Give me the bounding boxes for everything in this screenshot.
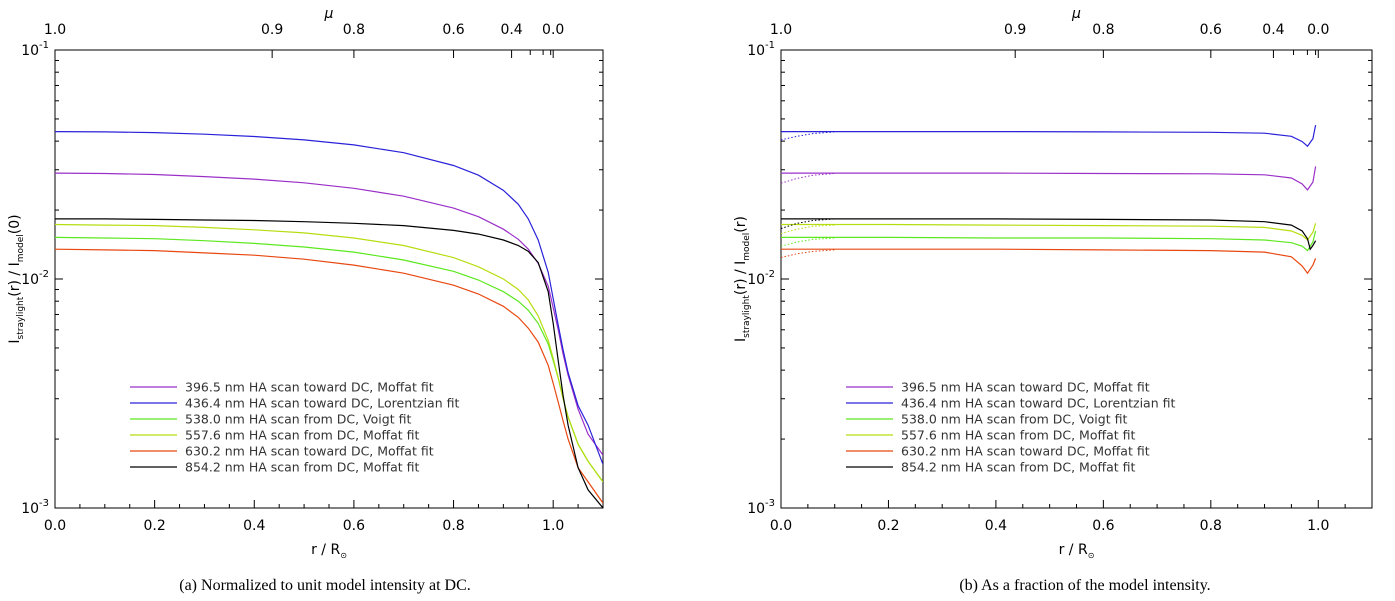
series-dotted-line [781,224,835,234]
x-tick-label: 0.4 [243,518,265,534]
x-tick-label: 1.0 [1307,518,1329,534]
figure-caption: (b) As a fraction of the model intensity… [959,577,1210,594]
legend-label: 396.5 nm HA scan toward DC, Moffat fit [185,380,434,395]
mu-tick-label: 0.9 [261,22,283,38]
y-tick-label: 10-3 [21,498,49,517]
mu-tick-label: 0.6 [442,22,464,38]
mu-axis-label: μ [1071,6,1081,22]
y-axis-title-ylabel_mid: (r) / I [733,261,749,295]
x-tick-label: 0.4 [985,518,1007,534]
y-tick-base: 10 [747,272,765,288]
series-line [55,131,603,465]
x-tick-label: 0.0 [770,518,792,534]
mu-tick-label: 0.9 [1004,22,1026,38]
y-tick-label: 10-2 [747,269,775,288]
mu-axis-label: μ [324,6,334,22]
mu-tick-label: 0.8 [1092,22,1114,38]
chart-panel-a: 0.0 0.2 0.4 0.6 0.8 1.01.0 0.9 0.8 0.6 0.4 0.0μ10-… [7,6,604,594]
series-line [55,218,603,508]
legend-label: 538.0 nm HA scan from DC, Voigt fit [185,412,411,427]
legend-label: 396.5 nm HA scan toward DC, Moffat fit [901,380,1150,395]
x-tick-label: 0.8 [1200,518,1222,534]
x-axis-title: r / R⊙ [311,542,347,560]
mu-tick-label: 0.0 [542,22,564,38]
y-tick-exp: -1 [39,40,49,51]
series-line [781,124,1317,148]
y-axis-title-ylabel_main: I [733,338,749,342]
x-axis-title-sub: ⊙ [1088,551,1095,560]
x-axis-title-sub: ⊙ [340,551,347,560]
x-axis-title: r / R⊙ [1059,542,1095,560]
plot-area [55,131,603,508]
y-axis-title-ylabel_sub2: model [16,234,26,262]
y-axis-title-ylabel_end: (r) [733,216,749,233]
legend-label: 557.6 nm HA scan from DC, Moffat fit [901,428,1136,443]
mu-tick-label: 0.4 [1262,22,1284,38]
legend-label: 436.4 nm HA scan toward DC, Lorentzian f… [901,396,1175,411]
series-line [55,172,603,456]
x-axis-title-main: r / R [311,542,340,558]
y-tick-exp: -2 [765,269,775,280]
y-tick-label: 10-1 [21,40,49,59]
series-dotted-line [781,173,835,184]
figure-caption: (a) Normalized to unit model intensity a… [179,577,471,594]
series-line [781,218,1317,251]
legend-label: 436.4 nm HA scan toward DC, Lorentzian f… [185,396,459,411]
series-dotted-line [781,237,835,247]
x-axis-title-main: r / R [1059,542,1088,558]
mu-tick-label: 0.0 [1307,22,1329,38]
chart-panel-b: 0.0 0.2 0.4 0.6 0.8 1.01.0 0.9 0.8 0.6 0.4 0.0μ10-… [733,6,1373,594]
legend-label: 538.0 nm HA scan from DC, Voigt fit [901,412,1127,427]
legend-label: 854.2 nm HA scan from DC, Moffat fit [901,460,1136,475]
y-tick-base: 10 [747,43,765,59]
mu-tick-label: 1.0 [44,22,66,38]
y-axis-title-ylabel_sub2: model [742,233,752,261]
x-tick-label: 0.6 [343,518,365,534]
x-tick-label: 0.6 [1092,518,1114,534]
y-axis-title: Istraylight(r) / Imodel(r) [733,216,752,342]
series-dotted-line [781,249,835,259]
x-tick-label: 0.8 [442,518,464,534]
mu-tick-label: 0.8 [343,22,365,38]
y-axis-title-ylabel_sub: straylight [16,296,26,339]
y-tick-base: 10 [21,272,39,288]
x-tick-label: 1.0 [542,518,564,534]
y-axis-title-ylabel_end: (0) [7,214,23,234]
y-tick-base: 10 [21,43,39,59]
mu-tick-label: 1.0 [770,22,792,38]
y-axis-title: Istraylight(r) / Imodel(0) [7,214,26,343]
legend: 396.5 nm HA scan toward DC, Moffat fit43… [846,380,1175,475]
legend-label: 557.6 nm HA scan from DC, Moffat fit [185,428,420,443]
series-line [781,223,1317,241]
series-line [781,166,1317,191]
y-axis-title-ylabel_sub: straylight [742,295,752,338]
y-tick-base: 10 [747,501,765,517]
y-tick-exp: -3 [765,498,775,509]
y-tick-exp: -2 [39,269,49,280]
mu-tick-label: 0.4 [500,22,522,38]
series-line [781,248,1317,275]
y-axis-title-ylabel_mid: (r) / I [7,262,23,296]
y-tick-exp: -3 [39,498,49,509]
y-tick-label: 10-1 [747,40,775,59]
x-tick-label: 0.0 [44,518,66,534]
mu-tick-label: 0.6 [1200,22,1222,38]
legend: 396.5 nm HA scan toward DC, Moffat fit43… [130,380,459,475]
y-tick-label: 10-2 [21,269,49,288]
legend-label: 854.2 nm HA scan from DC, Moffat fit [185,460,420,475]
legend-label: 630.2 nm HA scan toward DC, Moffat fit [901,444,1150,459]
series-line [55,248,603,504]
series-line [781,230,1317,252]
series-dotted-line [781,218,835,230]
plot-area [781,124,1317,275]
y-tick-label: 10-3 [747,498,775,517]
y-axis-title-ylabel_main: I [7,339,23,343]
y-tick-exp: -1 [765,40,775,51]
x-tick-label: 0.2 [877,518,899,534]
legend-label: 630.2 nm HA scan toward DC, Moffat fit [185,444,434,459]
y-tick-base: 10 [21,501,39,517]
series-dotted-line [781,131,835,141]
x-tick-label: 0.2 [144,518,166,534]
